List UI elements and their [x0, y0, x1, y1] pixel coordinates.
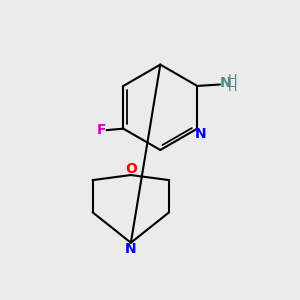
- Text: N: N: [125, 242, 137, 256]
- Text: N: N: [195, 127, 207, 141]
- Text: H: H: [228, 73, 237, 86]
- Text: N: N: [219, 76, 231, 90]
- Text: H: H: [228, 81, 237, 94]
- Text: O: O: [125, 161, 137, 176]
- Text: F: F: [97, 123, 106, 137]
